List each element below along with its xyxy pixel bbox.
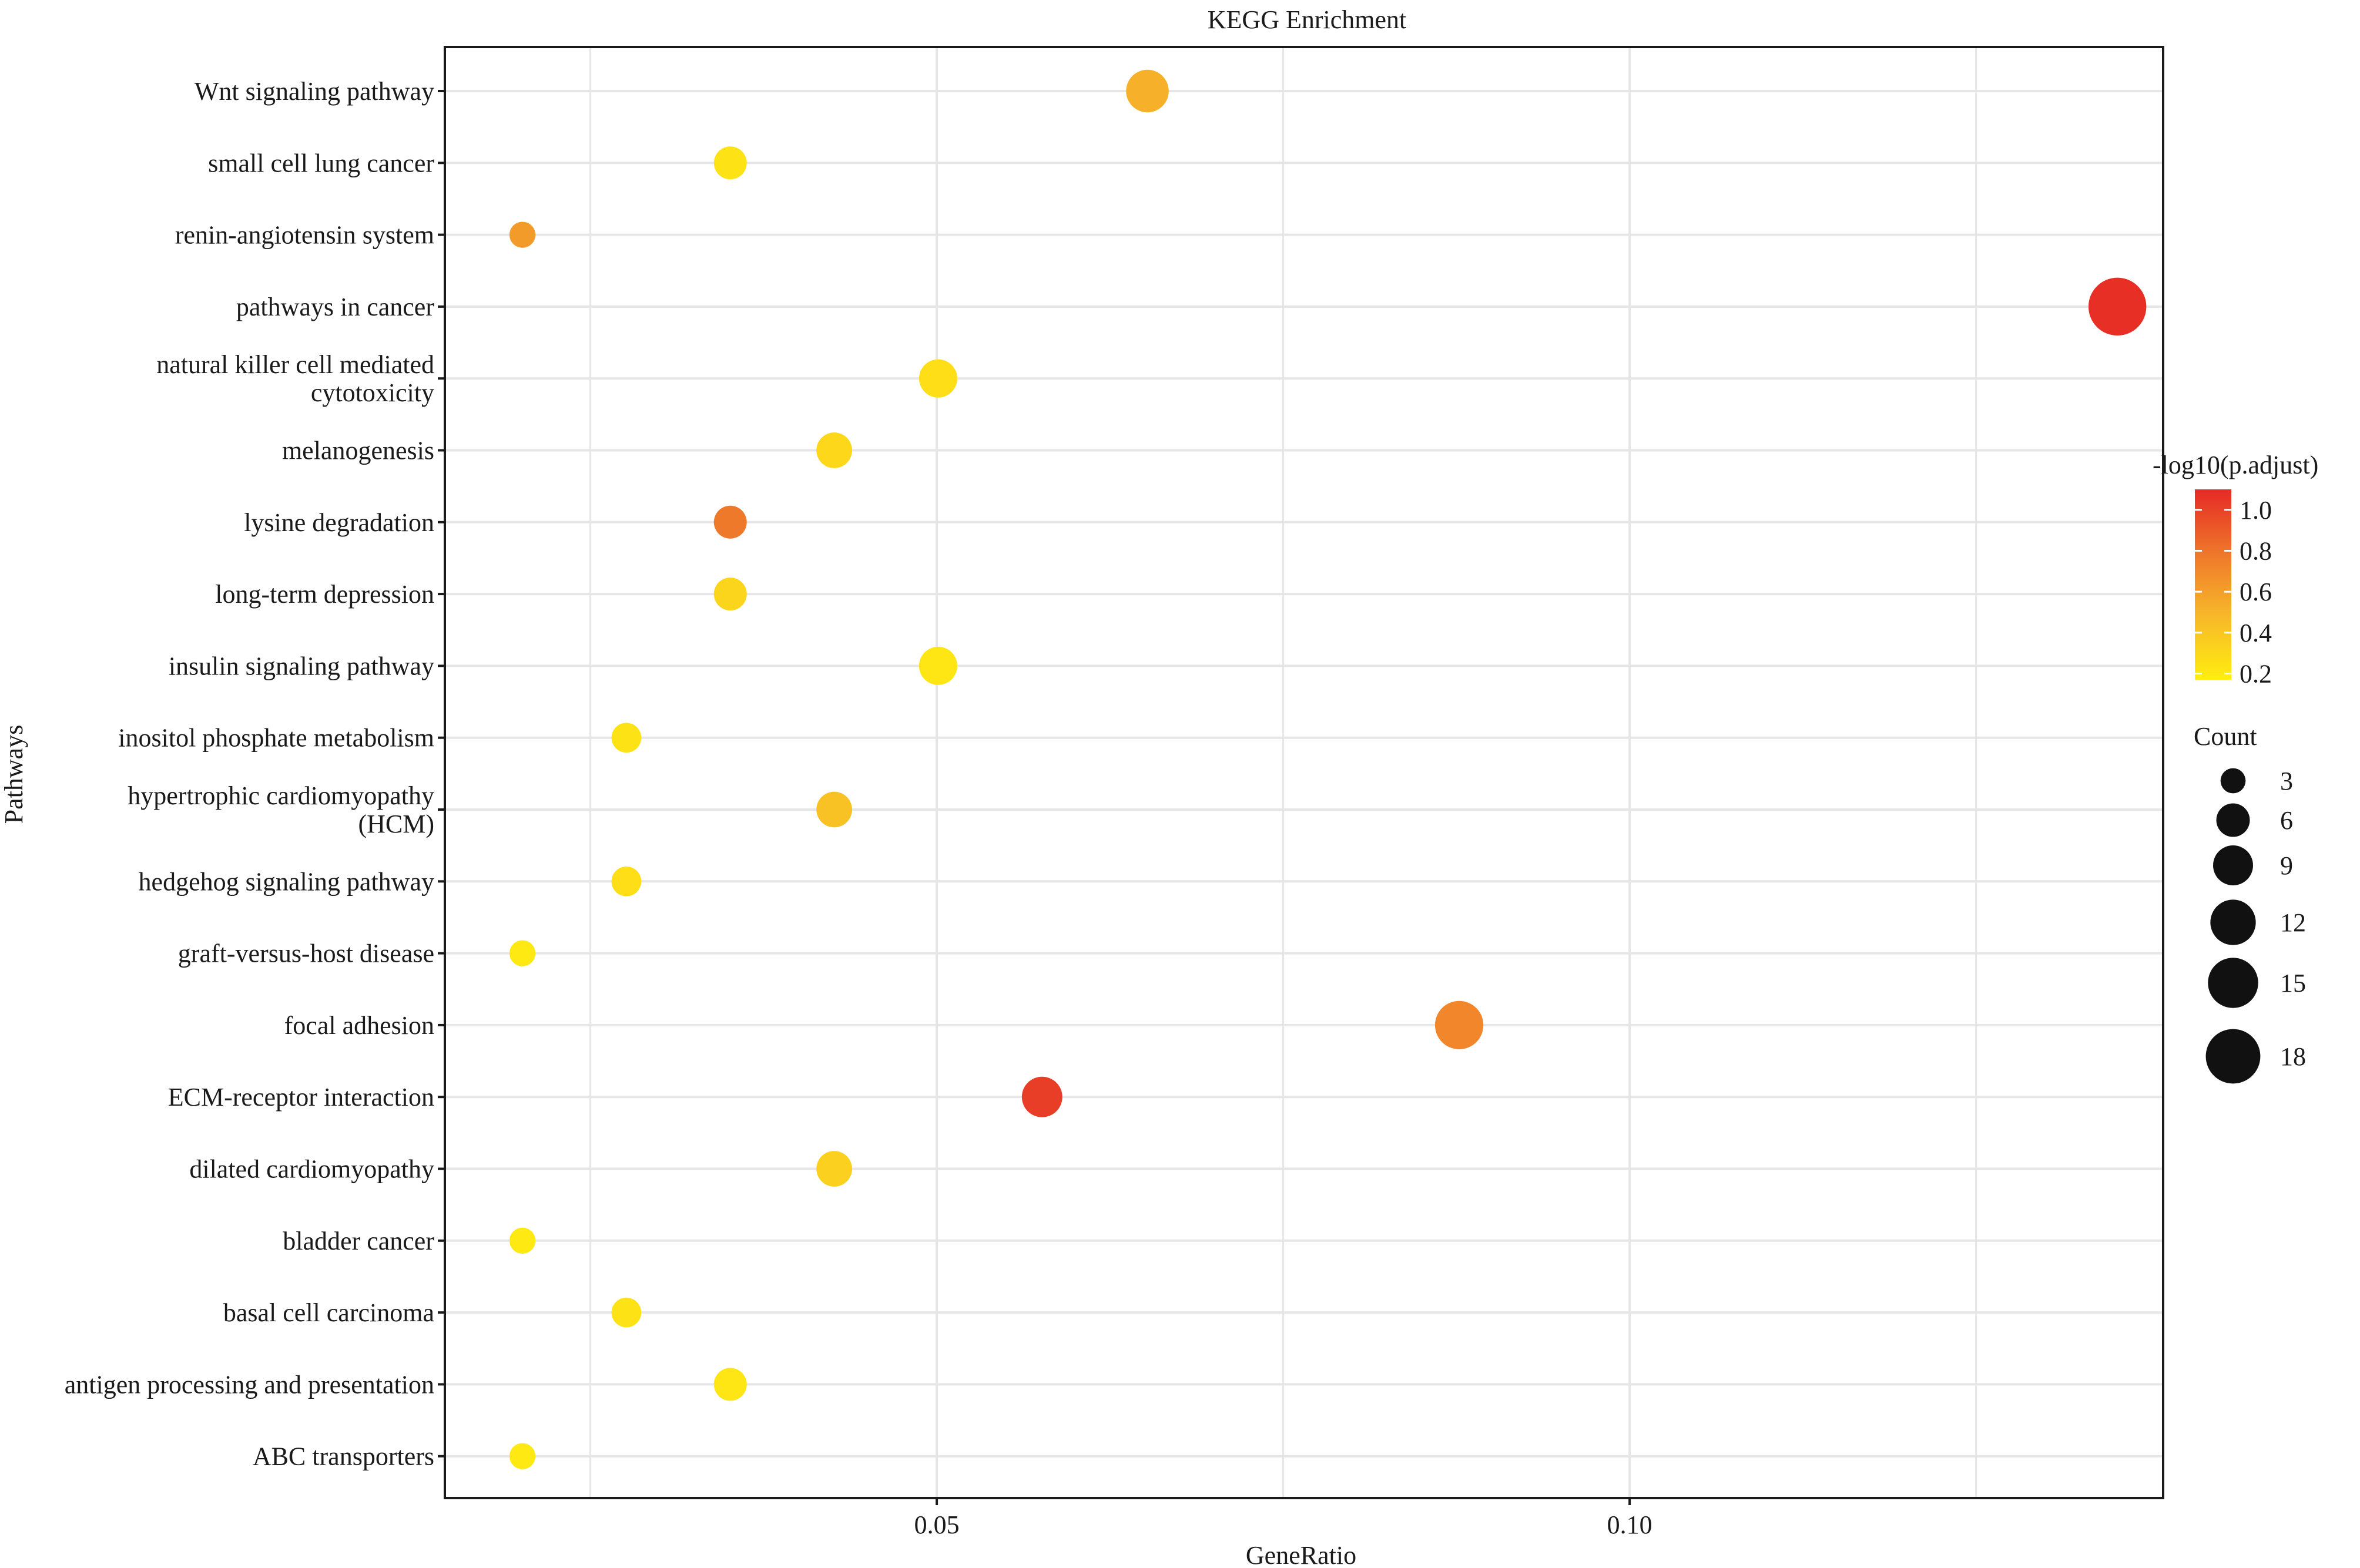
y-tick-label: natural killer cell mediated [156,350,434,379]
color-bar [2195,489,2231,680]
x-axis: 0.05 0.10 [914,1498,1652,1539]
color-bar-tick-label: 0.4 [2240,619,2272,647]
y-tick-label: antigen processing and presentation [65,1370,434,1399]
color-bar-tick-label: 1.0 [2240,496,2272,525]
data-point [816,1151,852,1187]
y-tick-label: inositol phosphate metabolism [118,724,434,753]
y-tick-label: (HCM) [358,810,434,838]
y-tick-label: cytotoxicity [311,378,434,407]
y-tick-label: renin-angiotensin system [175,221,434,250]
color-bar-ticks: 1.0 0.8 0.6 0.4 0.2 [2195,496,2272,689]
size-legend-dot [2216,803,2250,837]
y-tick-label: basal cell carcinoma [223,1298,434,1327]
y-tick-label: Wnt signaling pathway [195,77,434,106]
y-tick-label: pathways in cancer [236,293,435,321]
y-tick-label: ABC transporters [253,1442,434,1471]
data-point [713,505,747,539]
panel-border [444,46,2164,1499]
chart-title: KEGG Enrichment [1208,5,1406,34]
data-point [713,577,747,611]
data-point [918,646,957,685]
y-tick-label: lysine degradation [244,508,434,537]
data-point [816,791,852,828]
data-point [509,1227,536,1254]
y-tick-label: hypertrophic cardiomyopathy [128,781,434,810]
y-tick-label: hedgehog signaling pathway [139,867,434,896]
size-legend-dot [2205,1029,2261,1084]
x-tick-label: 0.10 [1607,1510,1652,1539]
x-tick-label: 0.05 [914,1510,960,1539]
size-legend-label: 18 [2280,1042,2306,1071]
color-bar-tick-label: 0.6 [2240,577,2272,606]
x-axis-label: GeneRatio [1246,1541,1356,1568]
size-legend-dot [2213,845,2253,885]
size-legend-entries: 3 6 9 12 15 18 [2205,767,2306,1084]
size-legend-label: 3 [2280,767,2293,795]
data-point [509,940,536,966]
data-point [1021,1076,1062,1117]
size-legend: Count 3 6 9 12 15 18 [2194,722,2306,1084]
y-tick-label: ECM-receptor interaction [168,1083,434,1112]
y-tick-label: focal adhesion [284,1011,434,1040]
y-tick-label: dilated cardiomyopathy [189,1155,434,1184]
size-legend-label: 6 [2280,806,2293,835]
grid-lines [445,47,2163,1498]
color-bar-tick-label: 0.2 [2240,660,2272,689]
y-tick-label: bladder cancer [283,1227,434,1255]
color-legend: -log10(p.adjust) 1.0 0.8 0.6 0.4 0.2 [2153,451,2318,689]
color-bar-tick-label: 0.8 [2240,537,2272,566]
y-tick-label: insulin signaling pathway [169,652,434,680]
y-tick-label: small cell lung cancer [208,149,434,177]
data-point [611,723,642,753]
size-legend-label: 15 [2280,969,2306,998]
y-tick-label: graft-versus-host disease [178,939,434,968]
color-legend-title: -log10(p.adjust) [2153,451,2318,479]
data-point [509,221,536,248]
data-point [1434,1000,1484,1050]
size-legend-label: 9 [2280,851,2293,880]
data-point [713,1368,747,1401]
size-legend-title: Count [2194,722,2257,751]
data-point [918,359,957,398]
data-point [2088,277,2147,336]
data-point [611,866,642,897]
data-point [713,146,747,180]
y-axis-label: Pathways [0,725,28,824]
data-point [611,1297,642,1328]
size-legend-dot [2210,899,2256,945]
size-legend-dot [2208,958,2258,1008]
y-tick-label: melanogenesis [282,437,434,465]
data-points [509,69,2147,1469]
y-axis: ABC transporters antigen processing and p… [65,77,445,1471]
data-point [1126,69,1169,113]
size-legend-label: 12 [2280,908,2306,937]
y-tick-label: long-term depression [215,580,434,609]
data-point [816,432,852,468]
data-point [509,1443,536,1469]
size-legend-dot [2220,768,2246,794]
